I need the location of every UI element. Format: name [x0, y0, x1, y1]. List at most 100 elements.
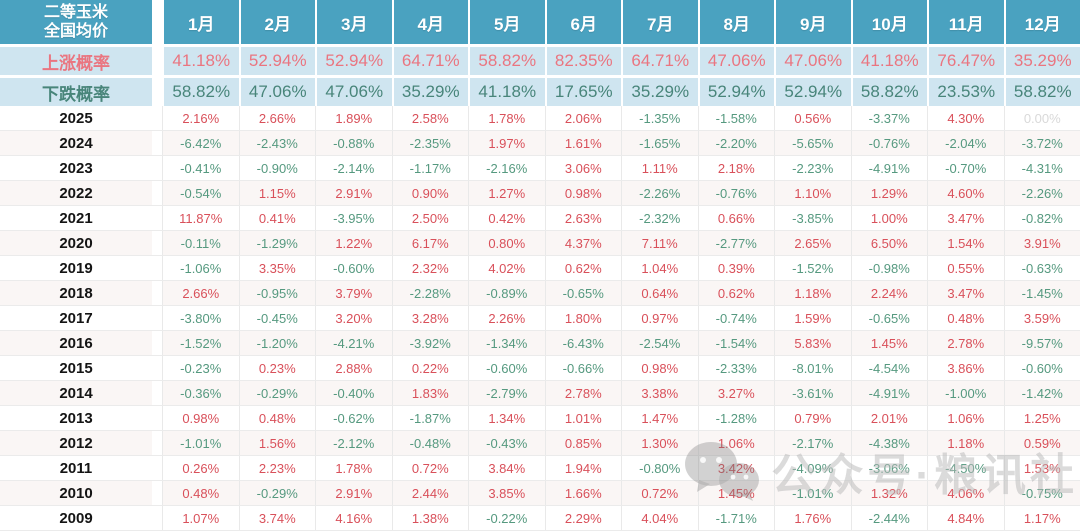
value-cell: 1.66%: [545, 481, 622, 505]
value-cell: -2.44%: [851, 506, 928, 530]
probability-cell: 35.29%: [392, 78, 469, 106]
year-label: 2016: [0, 331, 152, 355]
value-cell: 0.62%: [545, 256, 622, 280]
value-cell: 0.41%: [239, 206, 316, 230]
value-cell: -2.54%: [621, 331, 698, 355]
value-cell: -1.20%: [239, 331, 316, 355]
value-cell: -0.89%: [468, 281, 545, 305]
value-cell: 0.48%: [162, 481, 239, 505]
value-cell: 0.98%: [621, 356, 698, 380]
value-cell: -2.26%: [1004, 181, 1080, 205]
value-cell: -1.45%: [1004, 281, 1080, 305]
value-cell: -1.71%: [698, 506, 775, 530]
probability-cell: 52.94%: [698, 78, 775, 106]
value-cell: 0.22%: [392, 356, 469, 380]
column-divider: [152, 281, 162, 305]
value-cell: -0.11%: [162, 231, 239, 255]
month-header-5: 5月: [468, 0, 545, 44]
value-cell: -1.65%: [621, 131, 698, 155]
value-cell: -4.31%: [1004, 156, 1080, 180]
value-cell: 3.47%: [927, 206, 1004, 230]
month-header-10: 10月: [851, 0, 928, 44]
month-header-9: 9月: [774, 0, 851, 44]
value-cell: -2.26%: [621, 181, 698, 205]
value-cell: 2.06%: [545, 106, 622, 130]
value-cell: -1.01%: [774, 481, 851, 505]
value-cell: 1.80%: [545, 306, 622, 330]
corner-label-line2: 全国均价: [44, 22, 108, 41]
value-cell: -2.23%: [774, 156, 851, 180]
value-cell: 2.44%: [392, 481, 469, 505]
value-cell: 0.00%: [1004, 106, 1080, 130]
value-cell: -2.12%: [315, 431, 392, 455]
value-cell: 0.98%: [545, 181, 622, 205]
value-cell: -0.60%: [468, 356, 545, 380]
month-header-7: 7月: [621, 0, 698, 44]
value-cell: 1.04%: [621, 256, 698, 280]
value-cell: 7.11%: [621, 231, 698, 255]
column-divider: [152, 106, 162, 130]
month-header-11: 11月: [927, 0, 1004, 44]
value-cell: 2.88%: [315, 356, 392, 380]
column-divider: [152, 306, 162, 330]
value-cell: -0.90%: [239, 156, 316, 180]
value-cell: -0.48%: [392, 431, 469, 455]
value-cell: 1.17%: [1004, 506, 1080, 530]
value-cell: 2.66%: [162, 281, 239, 305]
value-cell: 2.65%: [774, 231, 851, 255]
value-cell: -4.38%: [851, 431, 928, 455]
value-cell: 0.23%: [239, 356, 316, 380]
probability-cell: 47.06%: [315, 78, 392, 106]
value-cell: 3.85%: [468, 481, 545, 505]
value-cell: 4.37%: [545, 231, 622, 255]
value-cell: 4.04%: [621, 506, 698, 530]
year-row-2019: 2019-1.06%3.35%-0.60%2.32%4.02%0.62%1.04…: [0, 256, 1080, 281]
value-cell: -1.17%: [392, 156, 469, 180]
column-divider: [152, 456, 162, 480]
value-cell: 0.66%: [698, 206, 775, 230]
column-divider: [152, 481, 162, 505]
probability-cell: 76.47%: [927, 47, 1004, 75]
probability-cell: 41.18%: [162, 47, 239, 75]
value-cell: 1.07%: [162, 506, 239, 530]
value-cell: 4.02%: [468, 256, 545, 280]
month-header-3: 3月: [315, 0, 392, 44]
value-cell: 5.83%: [774, 331, 851, 355]
value-cell: 0.62%: [698, 281, 775, 305]
value-cell: -0.36%: [162, 381, 239, 405]
year-row-2023: 2023-0.41%-0.90%-2.14%-1.17%-2.16%3.06%1…: [0, 156, 1080, 181]
year-label: 2013: [0, 406, 152, 430]
value-cell: -0.43%: [468, 431, 545, 455]
year-label: 2012: [0, 431, 152, 455]
probability-cell: 64.71%: [621, 47, 698, 75]
month-header-8: 8月: [698, 0, 775, 44]
value-cell: -0.66%: [545, 356, 622, 380]
probability-cell: 58.82%: [1004, 78, 1080, 106]
value-cell: 3.28%: [392, 306, 469, 330]
value-cell: -0.45%: [239, 306, 316, 330]
value-cell: 2.24%: [851, 281, 928, 305]
value-cell: 2.78%: [545, 381, 622, 405]
value-cell: 4.84%: [927, 506, 1004, 530]
value-cell: -3.95%: [315, 206, 392, 230]
value-cell: -3.06%: [851, 456, 928, 480]
value-cell: 1.78%: [468, 106, 545, 130]
value-cell: 0.80%: [468, 231, 545, 255]
value-cell: -0.22%: [468, 506, 545, 530]
value-cell: 1.18%: [774, 281, 851, 305]
column-divider: [152, 506, 162, 530]
column-divider: [152, 381, 162, 405]
probability-cell: 47.06%: [698, 47, 775, 75]
value-cell: 2.32%: [392, 256, 469, 280]
value-cell: 1.25%: [1004, 406, 1080, 430]
value-cell: 1.47%: [621, 406, 698, 430]
value-cell: 2.63%: [545, 206, 622, 230]
year-label: 2025: [0, 106, 152, 130]
value-cell: -1.52%: [162, 331, 239, 355]
value-cell: -0.60%: [1004, 356, 1080, 380]
value-cell: -2.32%: [621, 206, 698, 230]
year-row-2020: 2020-0.11%-1.29%1.22%6.17%0.80%4.37%7.11…: [0, 231, 1080, 256]
